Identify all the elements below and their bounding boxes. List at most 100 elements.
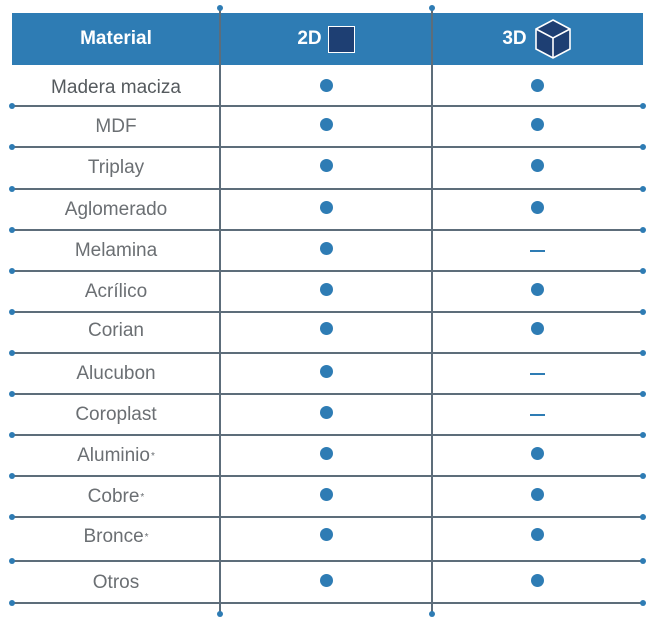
line-end-node xyxy=(640,391,646,397)
line-end-node xyxy=(640,227,646,233)
cell-2d xyxy=(220,395,432,435)
material-label: Melamina xyxy=(74,240,158,261)
line-end-node xyxy=(640,144,646,150)
line-end-node xyxy=(640,268,646,274)
row-divider xyxy=(12,270,643,272)
cell-3d xyxy=(432,148,643,188)
material-name: Cobre * xyxy=(12,477,220,517)
cell-2d xyxy=(220,148,432,188)
header-2d-label: 2D xyxy=(297,28,322,49)
line-end-node xyxy=(9,227,15,233)
cell-3d xyxy=(432,354,643,394)
cell-3d xyxy=(432,190,643,230)
supported-dot xyxy=(319,446,333,460)
table-row: Aluminio * xyxy=(12,436,643,476)
table-row: Madera maciza xyxy=(12,68,643,108)
row-divider xyxy=(12,311,643,313)
material-name: Alucubon xyxy=(12,354,220,394)
supported-dot xyxy=(319,78,333,92)
material-label: Corian xyxy=(88,320,144,341)
table-row: MDF xyxy=(12,107,643,147)
line-end-node xyxy=(9,186,15,192)
row-divider xyxy=(12,146,643,148)
material-label: Otros xyxy=(92,572,140,593)
material-label: Bronce xyxy=(83,526,144,547)
cell-3d xyxy=(432,517,643,557)
material-label: Acrílico xyxy=(84,281,148,302)
cube-icon xyxy=(534,19,571,59)
material-name: Otros xyxy=(12,563,220,603)
header-material-label: Material xyxy=(80,28,152,49)
table-row: Alucubon xyxy=(12,354,643,394)
material-name: Triplay xyxy=(12,148,220,188)
line-end-node xyxy=(217,5,223,11)
cell-3d xyxy=(432,477,643,517)
supported-dot xyxy=(319,241,333,255)
line-end-node xyxy=(429,611,435,617)
line-end-node xyxy=(9,268,15,274)
line-end-node xyxy=(9,103,15,109)
line-end-node xyxy=(9,350,15,356)
table-header: Material 2D 3D xyxy=(12,13,643,65)
material-label: Triplay xyxy=(87,157,145,178)
cell-3d xyxy=(432,563,643,603)
header-3d-label: 3D xyxy=(502,28,527,49)
row-divider xyxy=(12,602,643,604)
not-supported-dash xyxy=(530,414,545,416)
cell-2d xyxy=(220,68,432,108)
material-name: MDF xyxy=(12,107,220,147)
line-end-node xyxy=(640,432,646,438)
cell-2d xyxy=(220,231,432,271)
line-end-node xyxy=(9,309,15,315)
line-end-node xyxy=(640,103,646,109)
material-name: Aluminio * xyxy=(12,436,220,476)
supported-dot xyxy=(319,321,333,335)
line-end-node xyxy=(217,611,223,617)
cell-3d xyxy=(432,272,643,312)
footnote-mark: * xyxy=(150,450,155,462)
supported-dot xyxy=(531,78,544,92)
table-row: Coroplast xyxy=(12,395,643,435)
supported-dot xyxy=(319,527,333,541)
row-divider xyxy=(12,475,643,477)
cell-3d xyxy=(432,231,643,271)
row-divider xyxy=(12,393,643,395)
line-end-node xyxy=(640,514,646,520)
cell-3d xyxy=(432,107,643,147)
material-name: Melamina xyxy=(12,231,220,271)
material-label: MDF xyxy=(95,116,137,137)
supported-dot xyxy=(319,364,333,378)
material-name: Madera maciza xyxy=(12,68,220,108)
material-name: Acrílico xyxy=(12,272,220,312)
supported-dot xyxy=(531,487,544,501)
line-end-node xyxy=(640,350,646,356)
header-material: Material xyxy=(12,13,220,65)
supported-dot xyxy=(531,158,544,172)
line-end-node xyxy=(9,391,15,397)
row-divider xyxy=(12,229,643,231)
table-row: Aglomerado xyxy=(12,190,643,230)
line-end-node xyxy=(640,558,646,564)
supported-dot xyxy=(319,117,333,131)
supported-dot xyxy=(319,158,333,172)
row-divider xyxy=(12,560,643,562)
material-name: Aglomerado xyxy=(12,190,220,230)
line-end-node xyxy=(9,514,15,520)
cell-3d xyxy=(432,395,643,435)
material-label: Aluminio xyxy=(77,445,150,466)
table-row: Cobre * xyxy=(12,477,643,517)
cell-2d xyxy=(220,477,432,517)
supported-dot xyxy=(531,321,544,335)
supported-dot xyxy=(319,405,333,419)
line-end-node xyxy=(640,186,646,192)
line-end-node xyxy=(9,473,15,479)
header-3d: 3D xyxy=(432,13,643,65)
supported-dot xyxy=(319,200,333,214)
table-row: Corian xyxy=(12,311,643,351)
table-row: Bronce * xyxy=(12,517,643,557)
supported-dot xyxy=(319,573,333,587)
row-divider xyxy=(12,516,643,518)
table-row: Acrílico xyxy=(12,272,643,312)
row-divider xyxy=(12,105,643,107)
supported-dot xyxy=(531,573,544,587)
